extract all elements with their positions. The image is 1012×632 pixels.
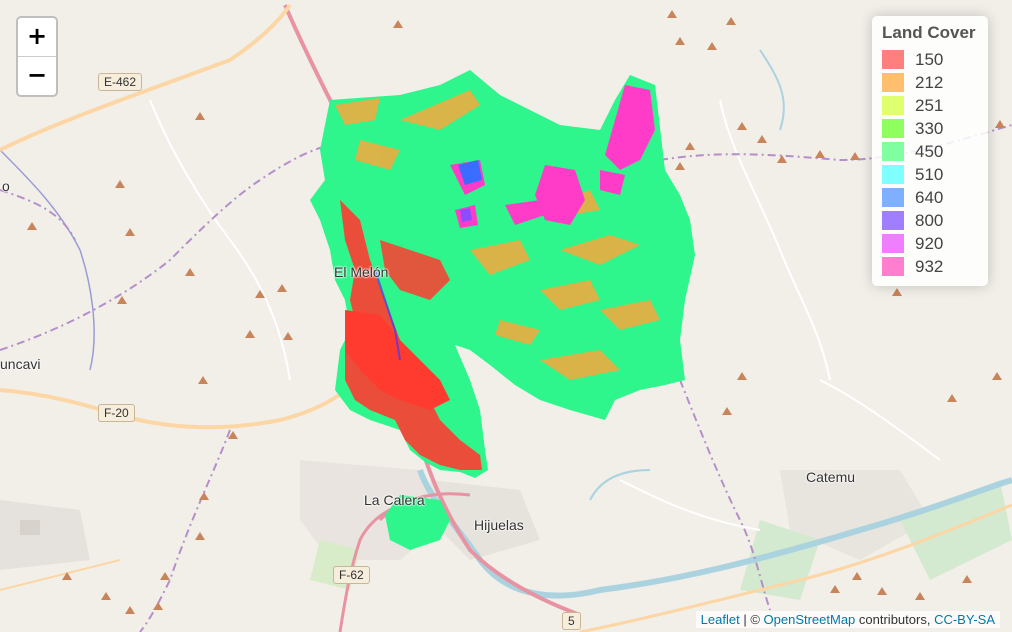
legend: Land Cover 150 212 251 330 450 510 640 8… — [872, 16, 988, 286]
legend-swatch — [882, 257, 904, 276]
legend-item: 330 — [882, 117, 978, 140]
road-shield-f62: F-62 — [333, 566, 370, 584]
legend-label: 920 — [915, 233, 944, 253]
legend-label: 212 — [915, 72, 944, 92]
road-shield-5: 5 — [562, 612, 581, 630]
legend-swatch — [882, 142, 904, 161]
legend-label: 510 — [915, 164, 944, 184]
legend-item: 251 — [882, 94, 978, 117]
attribution: Leaflet | © OpenStreetMap contributors, … — [695, 611, 1000, 628]
legend-swatch — [882, 165, 904, 184]
legend-swatch — [882, 188, 904, 207]
legend-swatch — [882, 234, 904, 253]
legend-title: Land Cover — [882, 23, 976, 42]
zoom-out-button[interactable]: − — [26, 61, 48, 89]
place-label-hijuelas: Hijuelas — [474, 517, 524, 533]
legend-label: 150 — [915, 49, 944, 69]
legend-item: 800 — [882, 209, 978, 232]
road-shield-f20: F-20 — [98, 404, 135, 422]
place-label-catemu: Catemu — [806, 469, 856, 485]
legend-item: 450 — [882, 140, 978, 163]
legend-swatch — [882, 96, 904, 115]
legend-swatch — [882, 211, 904, 230]
legend-label: 251 — [915, 95, 944, 115]
legend-item: 510 — [882, 163, 978, 186]
legend-swatch — [882, 119, 904, 138]
osm-link[interactable]: OpenStreetMap — [763, 612, 856, 627]
zoom-control: + − — [16, 16, 58, 97]
place-label-edge: o — [2, 178, 10, 194]
legend-item: 150 — [882, 48, 978, 71]
legend-label: 450 — [915, 141, 944, 161]
attribution-contributors: contributors, — [855, 612, 935, 627]
license-link[interactable]: CC-BY-SA — [934, 612, 995, 627]
legend-label: 932 — [915, 256, 944, 276]
place-label-huncavi: uncavi — [0, 356, 41, 372]
legend-item: 920 — [882, 232, 978, 255]
legend-swatch — [882, 73, 904, 92]
attribution-separator: | © — [739, 612, 764, 627]
legend-item: 932 — [882, 255, 978, 278]
legend-label: 800 — [915, 210, 944, 230]
legend-item: 640 — [882, 186, 978, 209]
legend-swatch — [882, 50, 904, 69]
leaflet-link[interactable]: Leaflet — [700, 612, 740, 627]
place-label-la-calera: La Calera — [364, 492, 425, 508]
legend-label: 640 — [915, 187, 944, 207]
zoom-in-button[interactable]: + — [18, 18, 56, 57]
place-label-el-melon: El Melón — [334, 264, 389, 280]
legend-label: 330 — [915, 118, 944, 138]
road-shield-e462: E-462 — [98, 73, 143, 91]
legend-item: 212 — [882, 71, 978, 94]
